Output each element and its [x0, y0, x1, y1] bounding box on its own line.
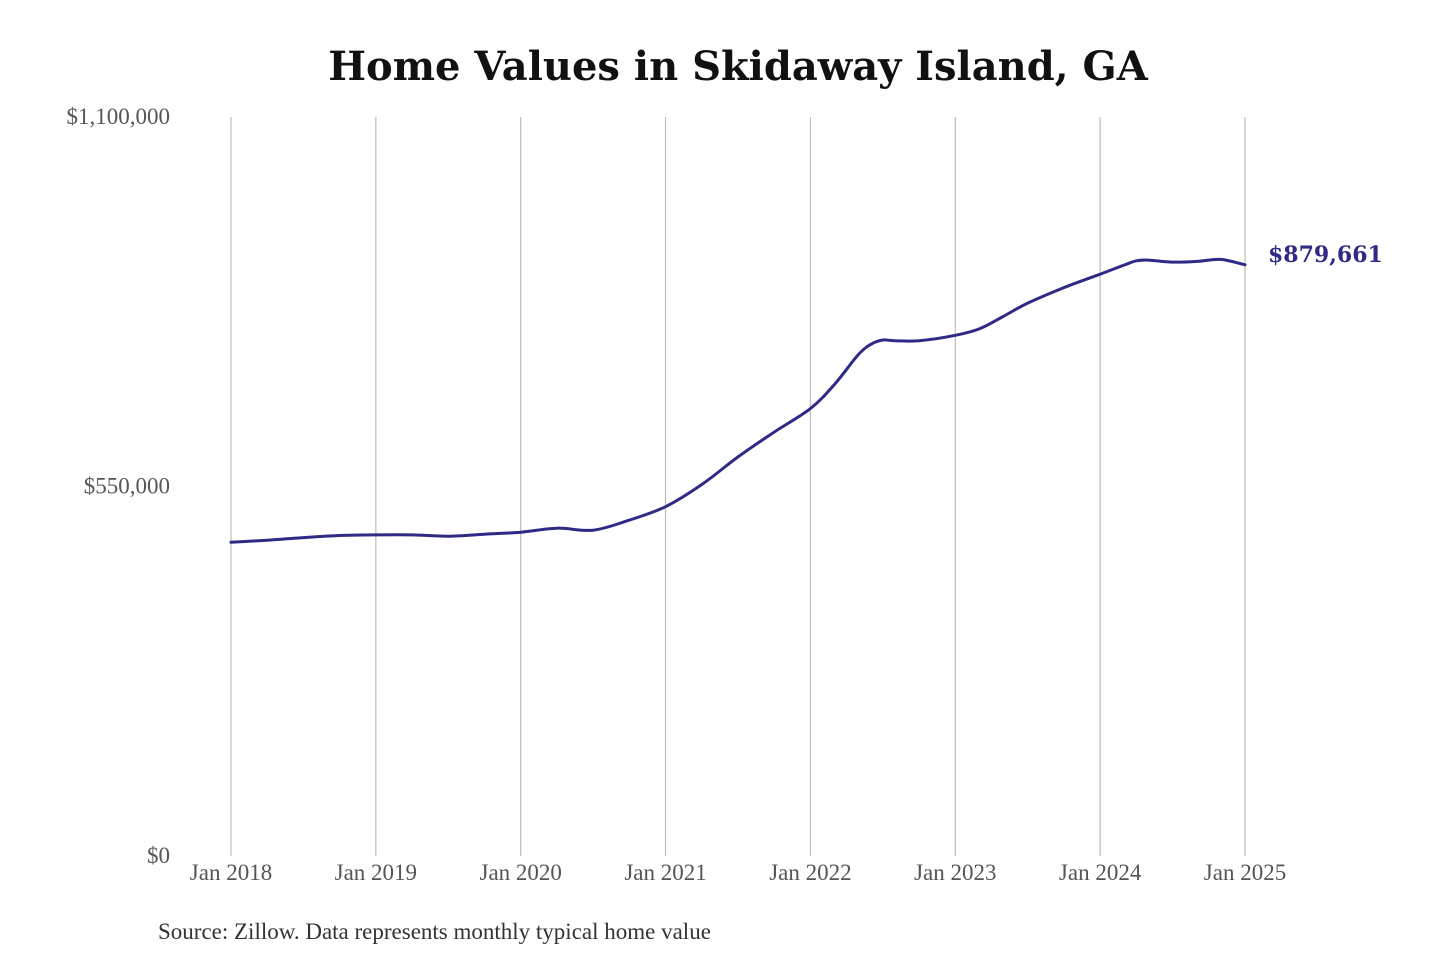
x-tick-label: Jan 2019: [335, 860, 417, 885]
y-tick-label: $550,000: [84, 474, 170, 499]
x-axis-ticks: Jan 2018 Jan 2019 Jan 2020 Jan 2021 Jan 2022…: [190, 860, 1286, 885]
x-tick-label: Jan 2020: [480, 860, 562, 885]
series-line: [229, 257, 1247, 544]
x-tick-label: Jan 2022: [769, 860, 851, 885]
y-tick-label: $1,100,000: [67, 104, 171, 129]
x-tick-label: Jan 2024: [1059, 860, 1142, 885]
x-tick-label: Jan 2025: [1204, 860, 1286, 885]
chart-title: Home Values in Skidaway Island, GA: [328, 43, 1148, 90]
x-tick-label: Jan 2023: [914, 860, 996, 885]
source-note: Source: Zillow. Data represents monthly …: [158, 919, 711, 944]
y-tick-label: $0: [147, 843, 170, 868]
y-axis-ticks: $1,100,000 $550,000 $0: [67, 104, 171, 868]
x-tick-label: Jan 2021: [624, 860, 706, 885]
x-tick-label: Jan 2018: [190, 860, 272, 885]
end-value-label: $879,661: [1268, 242, 1383, 268]
gridlines: [230, 117, 1246, 856]
